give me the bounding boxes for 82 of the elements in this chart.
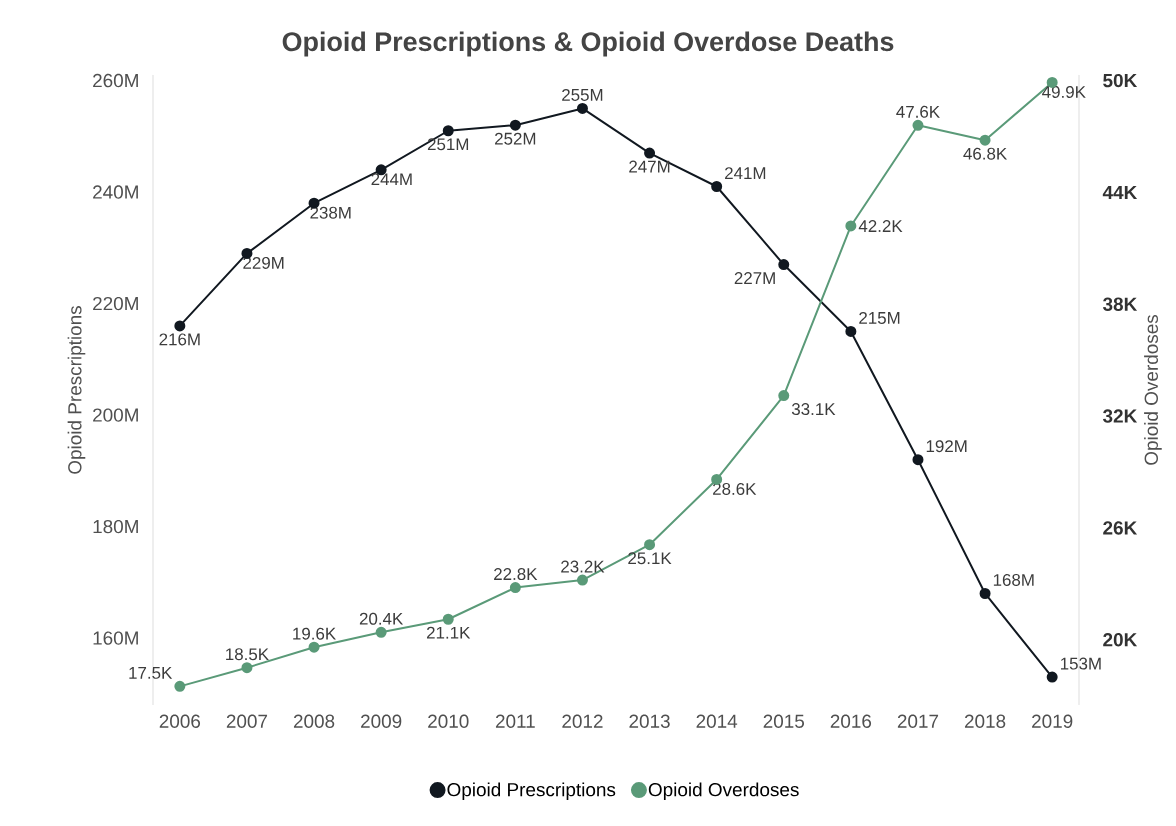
x-tick-label: 2006 xyxy=(159,714,201,728)
data-label: 227M xyxy=(734,272,775,284)
data-label: 255M xyxy=(562,88,603,101)
data-label: 22.8K xyxy=(494,568,538,581)
data-label: 247M xyxy=(629,160,670,173)
data-label: 192M xyxy=(926,440,967,453)
x-tick-label: 2016 xyxy=(830,714,872,728)
y2-tick-label: 44K xyxy=(1102,185,1138,199)
point xyxy=(644,539,656,551)
point xyxy=(845,325,857,337)
legend-label: Opioid Prescriptions xyxy=(447,782,616,801)
data-label: 153M xyxy=(1060,657,1101,670)
point xyxy=(442,125,454,137)
x-tick-label: 2010 xyxy=(428,714,469,728)
data-label: 241M xyxy=(725,167,766,179)
data-label: 46.8K xyxy=(963,147,1008,160)
y-tick-label: 180M xyxy=(93,519,138,534)
x-tick-label: 2011 xyxy=(495,714,535,728)
point xyxy=(912,454,924,466)
data-label: 18.5K xyxy=(226,648,269,661)
y2-tick-label: 26K xyxy=(1103,521,1138,535)
x-tick-label: 2009 xyxy=(361,714,402,728)
point xyxy=(912,119,924,131)
data-label: 238M xyxy=(310,206,351,219)
y-tick-label: 220M xyxy=(93,296,138,311)
point xyxy=(845,220,857,232)
point xyxy=(241,662,253,674)
point xyxy=(174,320,186,332)
x-tick-label: 2019 xyxy=(1032,714,1073,728)
data-label: 17.5K xyxy=(129,667,173,679)
data-label: 216M xyxy=(159,333,200,346)
point xyxy=(979,134,991,146)
data-label: 215M xyxy=(859,311,900,324)
y-axis-title: Opioid Prescriptions xyxy=(67,306,86,474)
x-tick-label: 2017 xyxy=(897,714,939,728)
point xyxy=(711,181,723,192)
chart-title: Opioid Prescriptions & Opioid Overdose Deaths xyxy=(282,31,894,57)
data-label: 49.9K xyxy=(1042,85,1086,98)
x-tick-label: 2015 xyxy=(763,714,805,728)
point xyxy=(1046,671,1058,683)
y-tick-label: 160M xyxy=(93,631,138,645)
point xyxy=(576,102,588,114)
data-label: 20.4K xyxy=(359,612,404,625)
y-tick-label: 200M xyxy=(93,408,138,422)
point xyxy=(979,587,991,599)
x-tick-label: 2018 xyxy=(964,714,1006,728)
x-tick-label: 2007 xyxy=(226,714,268,728)
x-tick-label: 2013 xyxy=(629,714,670,728)
x-tick-label: 2014 xyxy=(696,714,738,728)
point xyxy=(174,680,186,692)
point xyxy=(308,641,320,653)
data-label: 251M xyxy=(427,138,469,151)
point xyxy=(778,390,790,402)
y2-tick-label: 32K xyxy=(1102,409,1138,423)
data-label: 252M xyxy=(495,132,536,145)
y2-tick-label: 20K xyxy=(1103,633,1138,647)
data-label: 244M xyxy=(371,173,412,186)
y-tick-label: 260M xyxy=(93,73,138,88)
point xyxy=(576,574,588,586)
data-label: 25.1K xyxy=(628,552,672,565)
x-tick-label: 2012 xyxy=(562,714,603,728)
y2-axis-title: Opioid Overdoses xyxy=(1144,314,1162,465)
data-label: 19.6K xyxy=(293,627,336,640)
y2-tick-label: 50K xyxy=(1103,73,1138,88)
data-label: 21.1K xyxy=(426,626,471,639)
y-tick-label: 240M xyxy=(93,185,138,199)
point xyxy=(509,582,521,594)
point xyxy=(509,119,521,131)
point xyxy=(442,613,454,625)
x-tick-label: 2008 xyxy=(293,714,335,728)
data-label: 47.6K xyxy=(896,105,940,118)
data-label: 28.6K xyxy=(713,482,757,495)
point xyxy=(778,259,790,271)
data-label: 23.2K xyxy=(561,560,605,573)
data-label: 33.1K xyxy=(791,403,836,416)
y2-tick-label: 38K xyxy=(1102,297,1138,311)
data-label: 42.2K xyxy=(858,220,903,232)
data-label: 229M xyxy=(243,256,284,269)
data-label: 168M xyxy=(993,573,1034,586)
point xyxy=(375,626,387,638)
legend-label: Opioid Overdoses xyxy=(648,782,799,801)
point xyxy=(644,147,656,159)
